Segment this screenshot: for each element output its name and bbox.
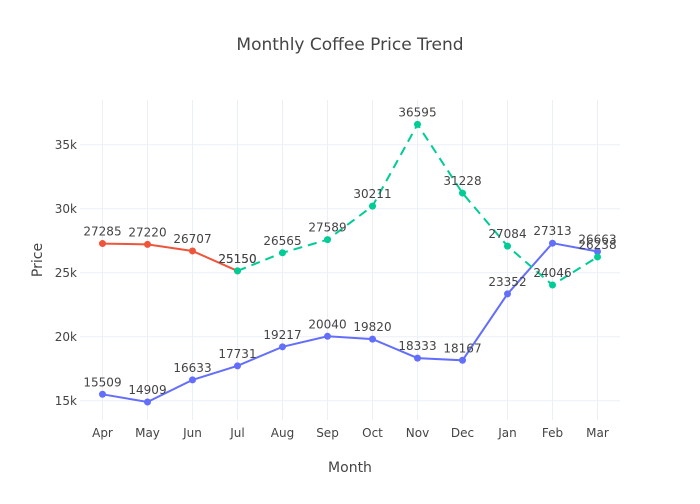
x-tick-label: Jun bbox=[182, 426, 202, 440]
data-label: 36595 bbox=[398, 105, 436, 119]
y-tick-label: 35k bbox=[55, 138, 77, 152]
series-2-point[interactable] bbox=[279, 249, 286, 257]
series-1-point[interactable] bbox=[189, 247, 196, 255]
data-label: 16633 bbox=[173, 361, 211, 375]
y-axis-title: Price bbox=[30, 243, 46, 277]
series-0-point[interactable] bbox=[324, 332, 331, 340]
axes: Apr May Jun Jul Aug Sep Oct Nov Dec Jan Feb Mar 15k 2… bbox=[55, 138, 609, 440]
y-tick-label: 25k bbox=[55, 266, 77, 280]
data-label: 27220 bbox=[128, 225, 166, 239]
series-2-point[interactable] bbox=[369, 202, 376, 210]
data-label: 23352 bbox=[488, 275, 526, 289]
data-label: 30211 bbox=[353, 187, 391, 201]
series-0-point[interactable] bbox=[414, 354, 421, 362]
data-label: 26565 bbox=[263, 234, 301, 248]
x-tick-label: May bbox=[135, 426, 160, 440]
series-2-point[interactable] bbox=[594, 253, 601, 261]
series-0-point[interactable] bbox=[234, 362, 241, 370]
data-label: 25150 bbox=[218, 252, 256, 266]
data-label: 27084 bbox=[488, 227, 526, 241]
series-0-point[interactable] bbox=[279, 343, 286, 351]
x-tick-label: Nov bbox=[406, 426, 429, 440]
data-label: 26707 bbox=[173, 232, 211, 246]
data-label: 14909 bbox=[128, 383, 166, 397]
data-label: 27313 bbox=[533, 224, 571, 238]
series-1-line bbox=[102, 242, 238, 272]
y-tick-label: 15k bbox=[55, 394, 77, 408]
data-label: 27285 bbox=[83, 225, 121, 239]
series-0-point[interactable] bbox=[459, 356, 466, 364]
x-tick-label: Sep bbox=[316, 426, 339, 440]
series-lines bbox=[99, 120, 601, 406]
grid-lines bbox=[80, 100, 620, 420]
series-0-point[interactable] bbox=[144, 398, 151, 406]
y-tick-label: 20k bbox=[55, 330, 77, 344]
chart-title: Monthly Coffee Price Trend bbox=[236, 35, 463, 55]
data-label: 26238 bbox=[578, 238, 616, 252]
series-2-point[interactable] bbox=[414, 120, 421, 128]
x-tick-label: Mar bbox=[586, 426, 609, 440]
series-2-point[interactable] bbox=[324, 236, 331, 244]
data-label: 27589 bbox=[308, 221, 346, 235]
series-0-point[interactable] bbox=[99, 390, 106, 398]
series-0-line bbox=[102, 242, 598, 404]
x-tick-label: Jan bbox=[497, 426, 517, 440]
y-tick-label: 30k bbox=[55, 202, 77, 216]
data-label: 20040 bbox=[308, 317, 346, 331]
series-1-point[interactable] bbox=[99, 240, 106, 248]
series-2-point[interactable] bbox=[549, 281, 556, 289]
x-tick-label: Dec bbox=[451, 426, 474, 440]
series-0-point[interactable] bbox=[189, 376, 196, 384]
data-label: 24046 bbox=[533, 266, 571, 280]
x-tick-label: Apr bbox=[92, 426, 113, 440]
data-label: 15509 bbox=[83, 375, 121, 389]
series-1-point[interactable] bbox=[144, 240, 151, 248]
data-label: 31228 bbox=[443, 174, 481, 188]
series-0-point[interactable] bbox=[549, 239, 556, 247]
series-0-point[interactable] bbox=[594, 248, 601, 256]
data-labels: 15509 14909 16633 17731 19217 20040 19820 18333… bbox=[83, 105, 616, 397]
x-tick-label: Jul bbox=[229, 426, 244, 440]
x-tick-label: Feb bbox=[542, 426, 563, 440]
x-axis-title: Month bbox=[328, 460, 372, 476]
data-label: 19217 bbox=[263, 328, 301, 342]
x-tick-label: Aug bbox=[271, 426, 294, 440]
data-label: 17731 bbox=[218, 347, 256, 361]
x-tick-label: Oct bbox=[362, 426, 383, 440]
series-2-point[interactable] bbox=[234, 267, 241, 275]
data-label: 26663 bbox=[578, 233, 616, 247]
series-0-point[interactable] bbox=[504, 290, 511, 298]
series-0-point[interactable] bbox=[369, 335, 376, 343]
series-2-point[interactable] bbox=[504, 242, 511, 250]
data-label: 25150 bbox=[218, 252, 256, 266]
data-label: 19820 bbox=[353, 320, 391, 334]
data-label: 18167 bbox=[443, 341, 481, 355]
data-label: 18333 bbox=[398, 339, 436, 353]
series-2-point[interactable] bbox=[459, 189, 466, 197]
